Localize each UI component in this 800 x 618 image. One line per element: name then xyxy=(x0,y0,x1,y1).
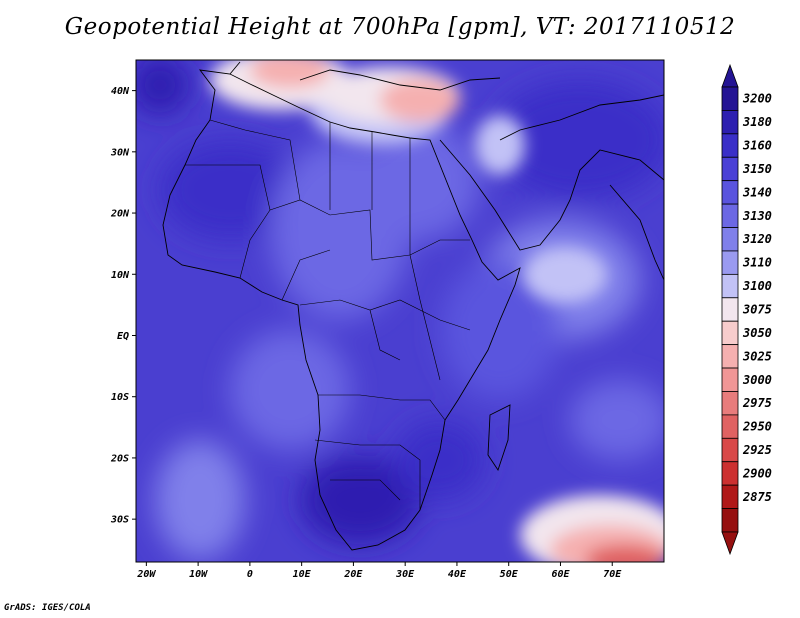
colorbar-label-14: 2950 xyxy=(742,420,772,434)
colorbar-box-13 xyxy=(721,391,739,416)
colorbar-label-5: 3130 xyxy=(742,209,772,223)
colorbar-label-4: 3140 xyxy=(742,185,772,199)
colorbar-box-9 xyxy=(721,297,739,322)
geopotential-field xyxy=(136,60,664,562)
colorbar-box-12 xyxy=(721,367,739,392)
lat-label-4: EQ xyxy=(117,331,129,342)
colorbar-box-7 xyxy=(721,250,739,275)
map-frame xyxy=(135,59,665,563)
lon-label-6: 40E xyxy=(448,569,467,580)
lat-label-0: 40N xyxy=(111,86,130,97)
lon-label-4: 20E xyxy=(343,569,363,580)
colorbar: 3200 3180 3160 3150 3140 3130 3120 3110 3100 3075… xyxy=(721,63,772,556)
colorbar-label-17: 2875 xyxy=(742,490,772,504)
colorbar-label-12: 3000 xyxy=(742,373,772,387)
colorbar-box-1 xyxy=(721,110,739,135)
lon-label-5: 30E xyxy=(395,569,415,580)
lon-label-7: 50E xyxy=(500,569,519,580)
colorbar-label-1: 3180 xyxy=(742,115,772,129)
colorbar-box-14 xyxy=(721,414,739,439)
colorbar-box-8 xyxy=(721,273,739,299)
lon-label-3: 10E xyxy=(293,569,312,580)
longitude-axis: 20W 10W 0 10E 20E 30E 40E 50E 60E 70E xyxy=(136,562,622,580)
colorbar-label-8: 3100 xyxy=(742,279,772,293)
lon-label-9: 70E xyxy=(603,569,622,580)
colorbar-box-6 xyxy=(721,227,739,252)
map-title: Geopotential Height at 700hPa [gpm], VT:… xyxy=(64,14,736,40)
colorbar-box-16 xyxy=(721,461,739,486)
coastlines xyxy=(162,61,664,551)
colorbar-label-3: 3150 xyxy=(742,162,772,176)
lat-label-6: 20S xyxy=(110,453,129,464)
colorbar-label-2: 3160 xyxy=(742,139,772,153)
lat-label-7: 30S xyxy=(110,515,129,526)
colorbar-label-15: 2925 xyxy=(742,443,772,457)
grads-credit: GrADS: IGES/COLA xyxy=(4,603,91,613)
colorbar-label-11: 3025 xyxy=(742,349,772,363)
colorbar-label-6: 3120 xyxy=(742,232,772,246)
lat-label-3: 10N xyxy=(111,270,130,281)
lon-label-0: 20W xyxy=(136,569,156,580)
lat-label-1: 30N xyxy=(110,147,130,158)
colorbar-box-15 xyxy=(721,437,739,463)
lon-label-1: 10W xyxy=(189,569,208,580)
latitude-axis: 40N 30N 20N 10N EQ 10S 20S 30S xyxy=(110,86,136,526)
lon-label-8: 60E xyxy=(551,569,570,580)
colorbar-box-11 xyxy=(721,344,739,369)
colorbar-label-9: 3075 xyxy=(742,303,772,317)
colorbar-box-4 xyxy=(721,180,739,205)
colorbar-label-10: 3050 xyxy=(742,326,772,340)
country-borders xyxy=(185,119,471,510)
colorbar-box-2 xyxy=(721,133,739,158)
colorbar-box-10 xyxy=(721,320,739,346)
colorbar-label-13: 2975 xyxy=(742,396,772,410)
lat-label-5: 10S xyxy=(111,392,129,403)
colorbar-box-0 xyxy=(721,86,739,111)
colorbar-box-3 xyxy=(721,156,739,182)
colorbar-label-7: 3110 xyxy=(742,256,772,270)
colorbar-box-17 xyxy=(721,484,739,509)
colorbar-box-18 xyxy=(721,508,739,533)
colorbar-label-0: 3200 xyxy=(742,92,772,106)
lat-label-2: 20N xyxy=(110,209,130,220)
colorbar-box-5 xyxy=(721,203,739,228)
colorbar-top-arrow xyxy=(721,63,739,88)
lon-label-2: 0 xyxy=(247,569,253,580)
colorbar-label-16: 2900 xyxy=(742,466,772,480)
colorbar-bottom-arrow xyxy=(721,531,739,556)
